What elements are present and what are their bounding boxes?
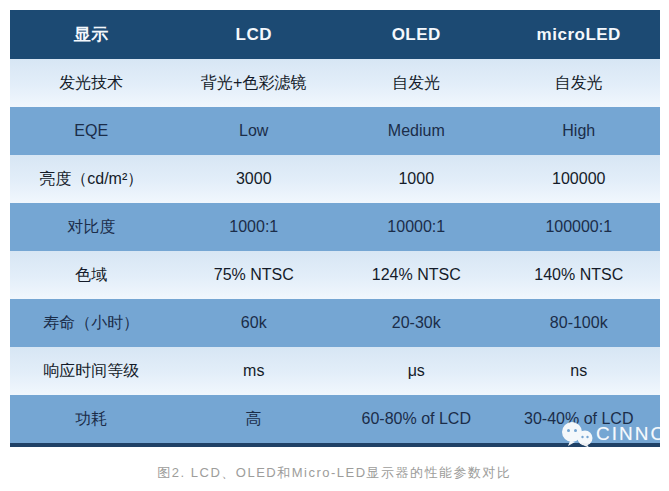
table-cell: 自发光 bbox=[335, 59, 498, 107]
table-row-emission: 发光技术 背光+色彩滤镜 自发光 自发光 bbox=[10, 59, 660, 107]
table-row-lifetime: 寿命（小时） 60k 20-30k 80-100k bbox=[10, 299, 660, 347]
row-label: 功耗 bbox=[10, 395, 173, 445]
table-cell: High bbox=[498, 107, 661, 155]
display-comparison-table: 显示 LCD OLED microLED 发光技术 背光+色彩滤镜 自发光 自发… bbox=[10, 10, 660, 447]
table-cell: Medium bbox=[335, 107, 498, 155]
header-cell-oled: OLED bbox=[335, 10, 498, 59]
header-row: 显示 LCD OLED microLED bbox=[10, 10, 660, 59]
table-cell: 60-80% of LCD bbox=[335, 395, 498, 445]
table-cell: 自发光 bbox=[498, 59, 661, 107]
table-body: 发光技术 背光+色彩滤镜 自发光 自发光 EQE Low Medium High… bbox=[10, 59, 660, 445]
table-cell: 30-40% of LCD bbox=[498, 395, 661, 445]
figure-page: 显示 LCD OLED microLED 发光技术 背光+色彩滤镜 自发光 自发… bbox=[0, 0, 669, 491]
table-cell: 140% NTSC bbox=[498, 251, 661, 299]
table-cell: Low bbox=[173, 107, 336, 155]
table-cell: 20-30k bbox=[335, 299, 498, 347]
table-row-eqe: EQE Low Medium High bbox=[10, 107, 660, 155]
table-cell: ns bbox=[498, 347, 661, 395]
table-header: 显示 LCD OLED microLED bbox=[10, 10, 660, 59]
table-cell: 75% NTSC bbox=[173, 251, 336, 299]
header-cell-lcd: LCD bbox=[173, 10, 336, 59]
table-row-power: 功耗 高 60-80% of LCD 30-40% of LCD bbox=[10, 395, 660, 445]
row-label: 响应时间等级 bbox=[10, 347, 173, 395]
table-cell: 背光+色彩滤镜 bbox=[173, 59, 336, 107]
row-label: EQE bbox=[10, 107, 173, 155]
table-cell: 高 bbox=[173, 395, 336, 445]
row-label: 对比度 bbox=[10, 203, 173, 251]
table-cell: μs bbox=[335, 347, 498, 395]
table-cell: 3000 bbox=[173, 155, 336, 203]
table-cell: 1000 bbox=[335, 155, 498, 203]
row-label: 色域 bbox=[10, 251, 173, 299]
table-cell: 10000:1 bbox=[335, 203, 498, 251]
table-cell: 124% NTSC bbox=[335, 251, 498, 299]
figure-caption: 图2. LCD、OLED和Micro-LED显示器的性能参数对比 bbox=[0, 464, 669, 482]
table-row-brightness: 亮度（cd/m²） 3000 1000 100000 bbox=[10, 155, 660, 203]
table-cell: 60k bbox=[173, 299, 336, 347]
table-cell: 1000:1 bbox=[173, 203, 336, 251]
row-label: 亮度（cd/m²） bbox=[10, 155, 173, 203]
header-cell-label: 显示 bbox=[10, 10, 173, 59]
table-cell: 100000 bbox=[498, 155, 661, 203]
table-cell: 80-100k bbox=[498, 299, 661, 347]
table-row-gamut: 色域 75% NTSC 124% NTSC 140% NTSC bbox=[10, 251, 660, 299]
table-row-contrast: 对比度 1000:1 10000:1 100000:1 bbox=[10, 203, 660, 251]
table-cell: 100000:1 bbox=[498, 203, 661, 251]
row-label: 寿命（小时） bbox=[10, 299, 173, 347]
table-cell: ms bbox=[173, 347, 336, 395]
header-cell-microled: microLED bbox=[498, 10, 661, 59]
row-label: 发光技术 bbox=[10, 59, 173, 107]
table-row-response: 响应时间等级 ms μs ns bbox=[10, 347, 660, 395]
